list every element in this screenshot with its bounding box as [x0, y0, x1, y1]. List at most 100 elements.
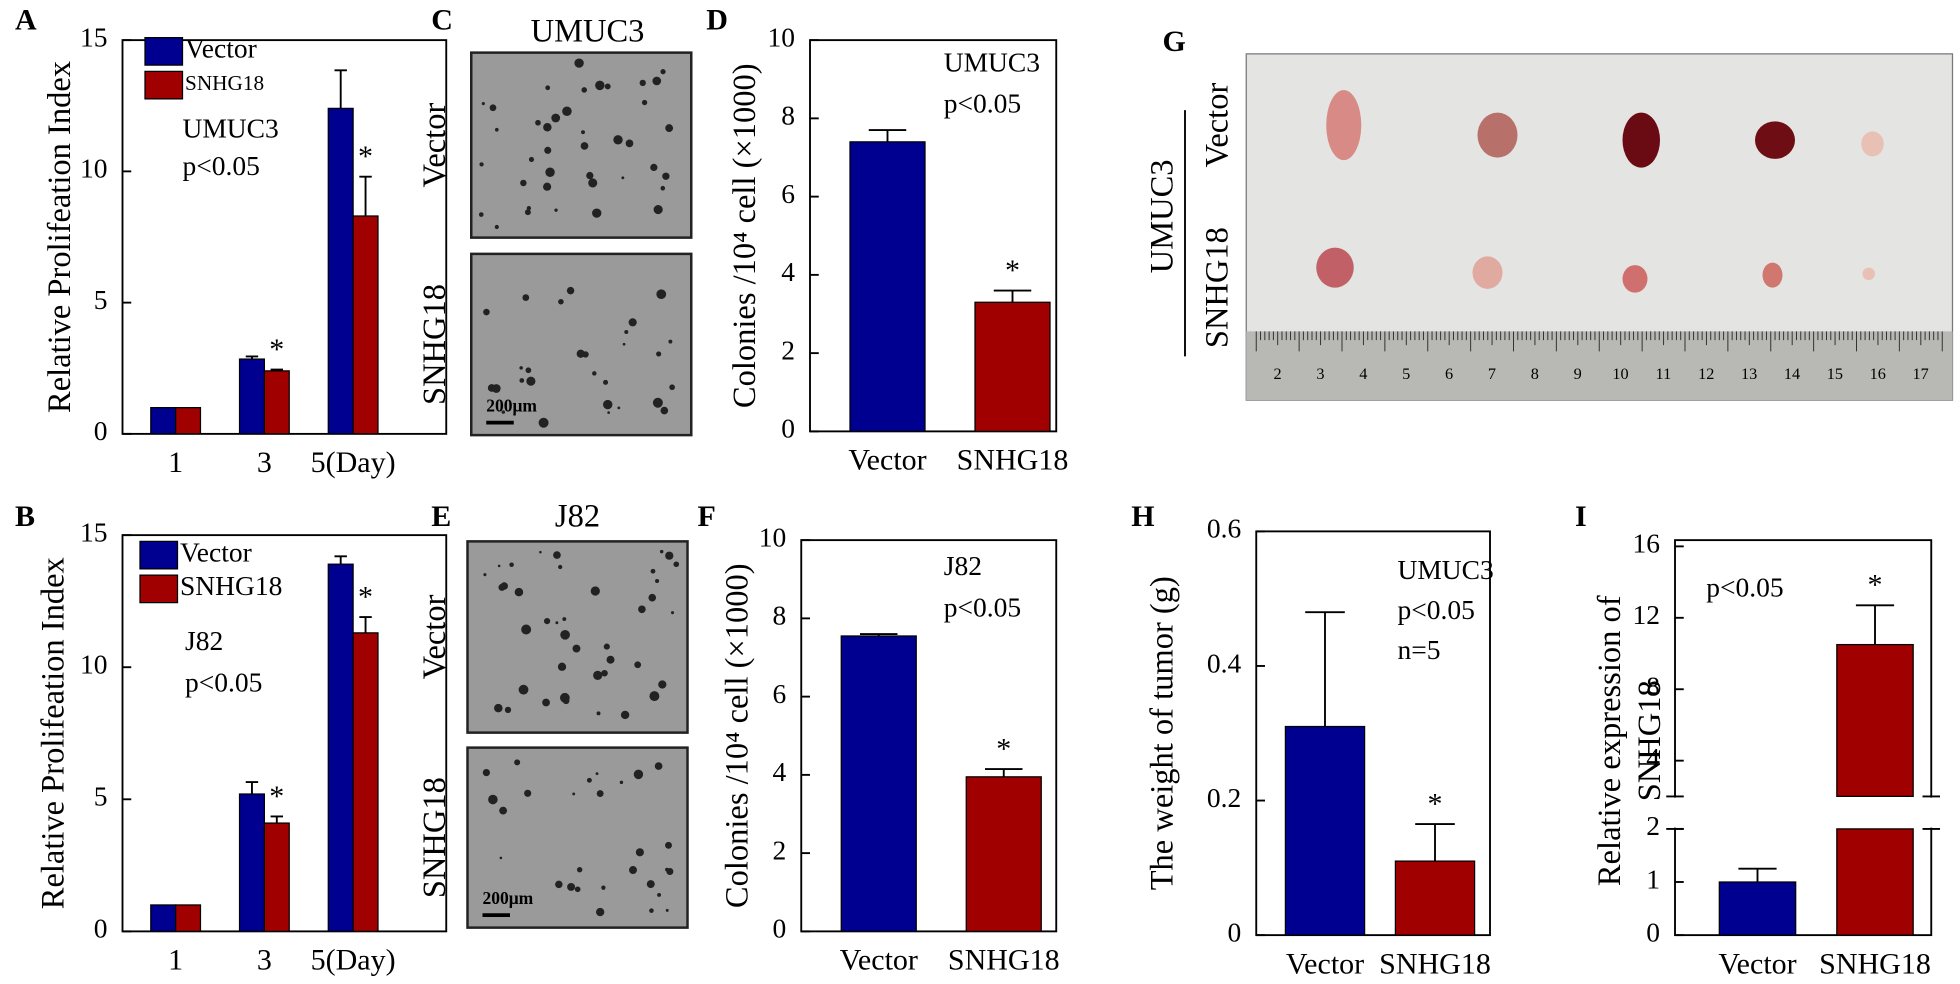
colony-dot [526, 376, 536, 386]
bar [352, 632, 379, 932]
panel-letter: E [431, 500, 451, 533]
bar [175, 904, 202, 932]
colony-dot [581, 87, 587, 93]
bar [263, 822, 290, 932]
colony-dot [595, 772, 599, 776]
error-bar [245, 781, 259, 795]
colony-dot [519, 378, 525, 383]
colony-dot [509, 562, 514, 568]
colony-dot [574, 886, 581, 893]
bar [1394, 860, 1476, 936]
annotation: UMUC3 [1398, 554, 1494, 585]
x-tick-label: SNHG18 [957, 444, 1069, 477]
colony-dot [665, 551, 674, 560]
y-tick-label: 0.2 [1207, 782, 1241, 813]
significance-label: * [269, 333, 284, 366]
colony-dot [588, 178, 598, 188]
y-tick-label: 12 [1633, 599, 1661, 630]
colony-dot [655, 578, 660, 584]
bar [1836, 828, 1914, 936]
panel-letter: H [1131, 500, 1154, 533]
legend-swatch [139, 574, 179, 604]
ruler-number: 12 [1698, 365, 1714, 383]
y-axis-label: Relative Prolifeation Index [42, 61, 78, 413]
colony-dot [488, 794, 498, 805]
colony-dot [633, 769, 644, 780]
colony-dot [481, 102, 485, 106]
error-bar [985, 768, 1023, 777]
y-axis-label: Relative Prolifeation Index [36, 557, 72, 909]
colony-dot [603, 399, 613, 410]
colony-dot [499, 806, 508, 815]
colony-dot [613, 135, 623, 145]
plot-frame [1674, 539, 1933, 937]
colony-dot [504, 706, 512, 714]
bar [1284, 725, 1366, 936]
colony-dot [497, 564, 501, 568]
colony-dot [478, 212, 484, 217]
x-tick-label: SNHG18 [948, 944, 1060, 977]
colony-dot [659, 549, 664, 554]
tumor [1862, 267, 1875, 281]
colony-dot [596, 907, 605, 917]
colony-dot [607, 411, 610, 414]
row-label: SNHG18 [1199, 227, 1235, 348]
ruler-number: 13 [1741, 365, 1757, 383]
ruler-number: 14 [1784, 365, 1800, 383]
error-bar [245, 355, 259, 360]
ruler-number: 4 [1359, 365, 1367, 383]
significance-label: * [996, 732, 1011, 765]
y-tick-label: 5 [94, 284, 108, 315]
colony-dot [656, 351, 662, 357]
colony-dot [653, 205, 663, 215]
colony-dot [649, 691, 660, 702]
colony-dot [624, 330, 629, 335]
y-tick-label: 6 [773, 678, 787, 709]
ruler-number: 11 [1656, 365, 1672, 383]
panel-letter: G [1163, 25, 1186, 58]
tumor [1762, 262, 1783, 288]
y-tick-label: 8 [781, 100, 795, 131]
colony-dot [638, 605, 646, 614]
x-tick-label: 3 [257, 944, 272, 977]
y-tick-label: 10 [768, 21, 796, 52]
colony-dot [494, 224, 499, 230]
bar [327, 107, 354, 435]
colony-dot [567, 882, 576, 891]
photo-title: J82 [555, 498, 600, 534]
colony-dot [482, 768, 490, 777]
ruler-number: 17 [1913, 365, 1929, 383]
colony-dot [554, 208, 558, 212]
bar [849, 141, 926, 432]
x-tick-label: 1 [168, 446, 183, 479]
colony-dot [641, 99, 648, 106]
colony-dot [522, 294, 530, 301]
colony-dot [560, 629, 570, 640]
y-tick-label: 0 [781, 413, 795, 444]
bar [238, 793, 265, 933]
y-axis-label: The weight of tumor (g) [1144, 576, 1180, 890]
x-tick-label: SNHG18 [1379, 947, 1491, 980]
colony-photo [466, 540, 689, 734]
colony-dot [514, 759, 521, 766]
colony-dot [656, 289, 667, 300]
axis-break-gap [1671, 797, 1679, 828]
colony-dot [544, 146, 552, 154]
bar [352, 215, 379, 435]
ruler-number: 5 [1402, 365, 1410, 383]
colony-dot [620, 710, 630, 720]
ruler-number: 6 [1445, 365, 1453, 383]
significance-label: * [358, 580, 373, 613]
annotation: p<0.05 [183, 150, 260, 181]
tumor [1472, 256, 1503, 289]
row-label: Vector [417, 103, 453, 188]
colony-dot [542, 698, 550, 707]
colony-dot [639, 79, 646, 87]
row-label: SNHG18 [417, 777, 453, 898]
colony-dot [670, 611, 675, 615]
y-tick-label: 0 [94, 415, 108, 446]
colony-dot [604, 83, 611, 90]
annotation: p<0.05 [185, 666, 262, 697]
colony-dot [625, 139, 634, 148]
colony-dot [572, 644, 581, 653]
